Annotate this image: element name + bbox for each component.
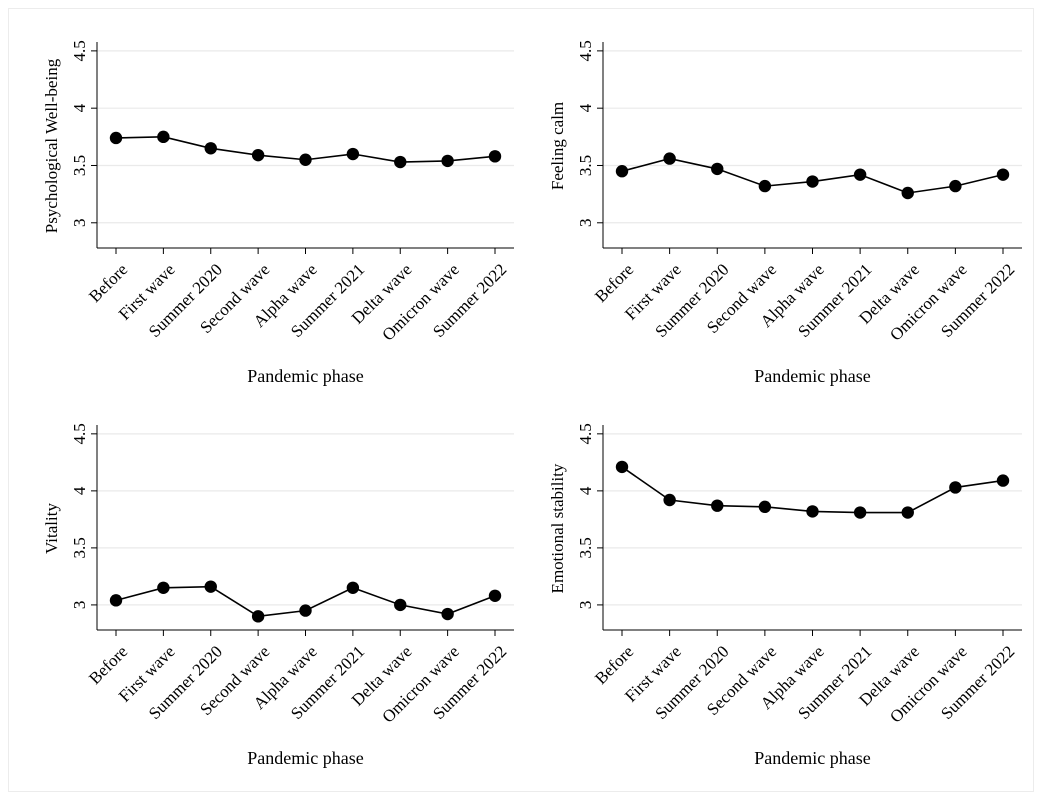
data-point	[758, 500, 772, 514]
y-tick-label: 3	[576, 601, 595, 610]
data-point	[441, 154, 454, 168]
y-tick-label: 3	[576, 219, 595, 228]
y-axis-title: Vitality	[42, 503, 61, 554]
data-point	[853, 168, 867, 181]
data-point	[109, 131, 123, 145]
y-axis-title: Emotional stability	[548, 463, 567, 593]
data-point	[901, 186, 914, 200]
data-point	[615, 460, 629, 474]
data-point	[663, 152, 676, 165]
data-point	[806, 175, 819, 188]
data-point	[346, 581, 360, 595]
y-tick-label: 4.5	[70, 40, 89, 61]
y-tick-label: 4	[576, 103, 595, 112]
y-tick-label: 3	[70, 219, 89, 228]
x-axis-title: Pandemic phase	[754, 366, 870, 386]
y-tick-label: 4.5	[576, 423, 595, 444]
data-point	[711, 499, 724, 512]
data-point	[853, 506, 867, 519]
y-tick-label: 3.5	[576, 537, 595, 558]
data-point	[663, 493, 676, 507]
x-axis-title: Pandemic phase	[754, 748, 870, 768]
data-point	[758, 179, 772, 193]
data-point	[251, 610, 265, 623]
data-point	[996, 168, 1010, 181]
data-point	[615, 165, 629, 178]
data-point	[901, 506, 914, 519]
data-point	[251, 148, 265, 162]
y-tick-label: 3.5	[70, 537, 89, 558]
data-point	[441, 607, 454, 621]
data-point	[157, 130, 170, 144]
y-tick-label: 3.5	[70, 155, 89, 176]
x-axis-title: Pandemic phase	[247, 748, 363, 768]
data-point	[109, 594, 123, 607]
y-tick-label: 4	[576, 486, 595, 495]
y-tick-label: 3.5	[576, 155, 595, 176]
data-point	[949, 481, 962, 494]
y-axis-title: Psychological Well-being	[42, 58, 61, 233]
data-point	[204, 580, 217, 593]
y-axis-title: Feeling calm	[548, 102, 567, 190]
data-point	[346, 147, 360, 161]
data-point	[299, 153, 312, 166]
data-point	[299, 604, 312, 617]
y-tick-label: 3	[70, 601, 89, 610]
y-tick-label: 4	[70, 103, 89, 112]
x-axis-title: Pandemic phase	[247, 366, 363, 386]
data-point	[204, 142, 217, 155]
data-point	[806, 505, 819, 518]
data-point	[488, 150, 502, 163]
y-tick-label: 4	[70, 486, 89, 495]
y-tick-label: 4.5	[576, 40, 595, 61]
data-point	[949, 179, 962, 193]
data-point	[996, 474, 1010, 487]
y-tick-label: 4.5	[70, 423, 89, 444]
figure-border	[8, 8, 1034, 792]
data-point	[394, 155, 407, 169]
data-point	[157, 581, 170, 595]
data-point	[711, 162, 724, 176]
data-point	[488, 589, 502, 602]
data-point	[394, 598, 407, 612]
